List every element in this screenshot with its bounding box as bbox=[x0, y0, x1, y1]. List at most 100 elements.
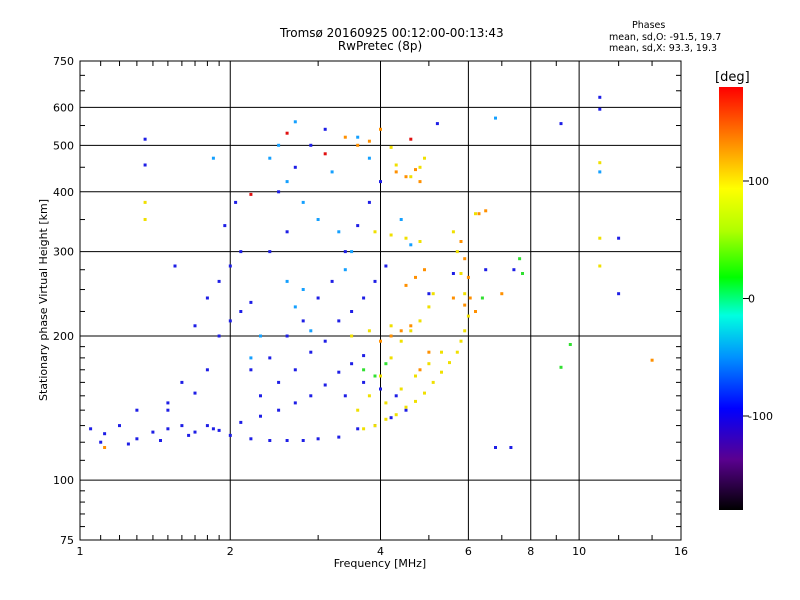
data-point bbox=[180, 424, 184, 428]
data-point bbox=[143, 163, 147, 167]
x-tick-label: 6 bbox=[465, 545, 472, 558]
data-point bbox=[373, 424, 377, 428]
data-point bbox=[217, 279, 221, 283]
data-point bbox=[409, 324, 413, 328]
data-point bbox=[135, 408, 139, 412]
data-point bbox=[463, 292, 467, 296]
data-point bbox=[466, 314, 470, 318]
colorbar-tick-label: -100 bbox=[748, 410, 773, 423]
data-point bbox=[309, 350, 313, 354]
data-point bbox=[484, 209, 488, 213]
data-point bbox=[367, 394, 371, 398]
y-axis-label: Stationary phase Virtual Height [km] bbox=[37, 199, 50, 401]
data-point bbox=[384, 417, 388, 421]
data-point bbox=[459, 272, 463, 275]
data-point bbox=[384, 264, 388, 268]
data-point bbox=[323, 383, 327, 387]
data-point bbox=[404, 408, 408, 412]
data-point bbox=[494, 446, 497, 449]
x-tick-label: 2 bbox=[227, 545, 234, 558]
data-point bbox=[399, 339, 403, 343]
data-point bbox=[362, 368, 366, 372]
data-point bbox=[384, 401, 388, 405]
data-point bbox=[293, 401, 297, 405]
data-point bbox=[418, 240, 422, 243]
x-tick-label: 1 bbox=[77, 545, 84, 558]
data-point bbox=[323, 152, 327, 156]
data-point bbox=[389, 334, 393, 338]
data-point bbox=[389, 145, 393, 149]
y-tick-label: 300 bbox=[53, 246, 74, 259]
data-point bbox=[362, 427, 366, 431]
y-tick-label: 600 bbox=[53, 101, 74, 114]
data-point bbox=[399, 218, 403, 221]
data-point bbox=[362, 380, 366, 384]
data-point bbox=[205, 296, 209, 300]
data-point bbox=[293, 305, 297, 309]
data-point bbox=[427, 292, 431, 296]
data-point bbox=[399, 387, 403, 391]
data-point bbox=[301, 319, 305, 323]
data-point bbox=[418, 368, 422, 372]
data-point bbox=[404, 283, 408, 287]
data-point bbox=[316, 437, 320, 441]
data-point bbox=[598, 95, 602, 99]
data-point bbox=[494, 116, 497, 120]
data-point bbox=[234, 200, 238, 204]
data-point bbox=[356, 224, 360, 228]
data-point bbox=[166, 408, 170, 412]
data-point bbox=[350, 362, 354, 366]
colorbar bbox=[719, 87, 743, 510]
data-point bbox=[384, 362, 388, 366]
data-point bbox=[404, 405, 408, 409]
plot-frame bbox=[79, 60, 682, 541]
colorbar-ticks: 100 0 -100 bbox=[743, 175, 773, 423]
chart-subtitle: RwPretec (8p) bbox=[337, 39, 423, 53]
data-point bbox=[205, 424, 209, 428]
data-point bbox=[389, 324, 393, 328]
data-point bbox=[239, 250, 243, 254]
data-point bbox=[343, 268, 347, 272]
data-point bbox=[249, 192, 253, 196]
data-point bbox=[103, 446, 107, 449]
data-point bbox=[118, 424, 121, 428]
data-point bbox=[211, 427, 215, 431]
data-point bbox=[293, 368, 297, 372]
data-point bbox=[373, 279, 377, 283]
data-point bbox=[301, 288, 305, 291]
data-point bbox=[337, 319, 341, 323]
data-point bbox=[394, 170, 398, 174]
data-point bbox=[228, 433, 232, 437]
data-point bbox=[379, 374, 382, 378]
data-point bbox=[211, 156, 215, 160]
colorbar-tick-label: 100 bbox=[748, 175, 769, 188]
data-point bbox=[259, 334, 262, 338]
data-point bbox=[509, 446, 513, 449]
data-point bbox=[423, 391, 426, 395]
data-point bbox=[293, 120, 297, 124]
data-point bbox=[409, 243, 413, 247]
chart-title: Tromsø 20160925 00:12:00-00:13:43 bbox=[280, 26, 504, 40]
x-tick-label: 8 bbox=[527, 545, 534, 558]
phases-stats-o: mean, sd,O: -91.5, 19.7 bbox=[609, 32, 722, 43]
data-point bbox=[166, 427, 170, 431]
data-point bbox=[373, 374, 377, 378]
data-point bbox=[166, 401, 170, 405]
data-point bbox=[451, 272, 455, 275]
data-point bbox=[598, 264, 602, 268]
data-point bbox=[379, 180, 382, 184]
data-point bbox=[159, 439, 162, 442]
data-point bbox=[409, 329, 413, 333]
data-point bbox=[459, 240, 463, 243]
data-point bbox=[309, 394, 313, 398]
data-point bbox=[249, 437, 253, 441]
data-point bbox=[103, 432, 107, 436]
data-point bbox=[431, 380, 435, 384]
data-point bbox=[409, 137, 413, 141]
data-point bbox=[455, 250, 459, 254]
y-tick-label: 750 bbox=[53, 55, 74, 68]
data-point bbox=[316, 296, 320, 300]
data-point bbox=[249, 300, 253, 304]
data-point bbox=[259, 414, 262, 418]
data-point bbox=[598, 170, 602, 174]
